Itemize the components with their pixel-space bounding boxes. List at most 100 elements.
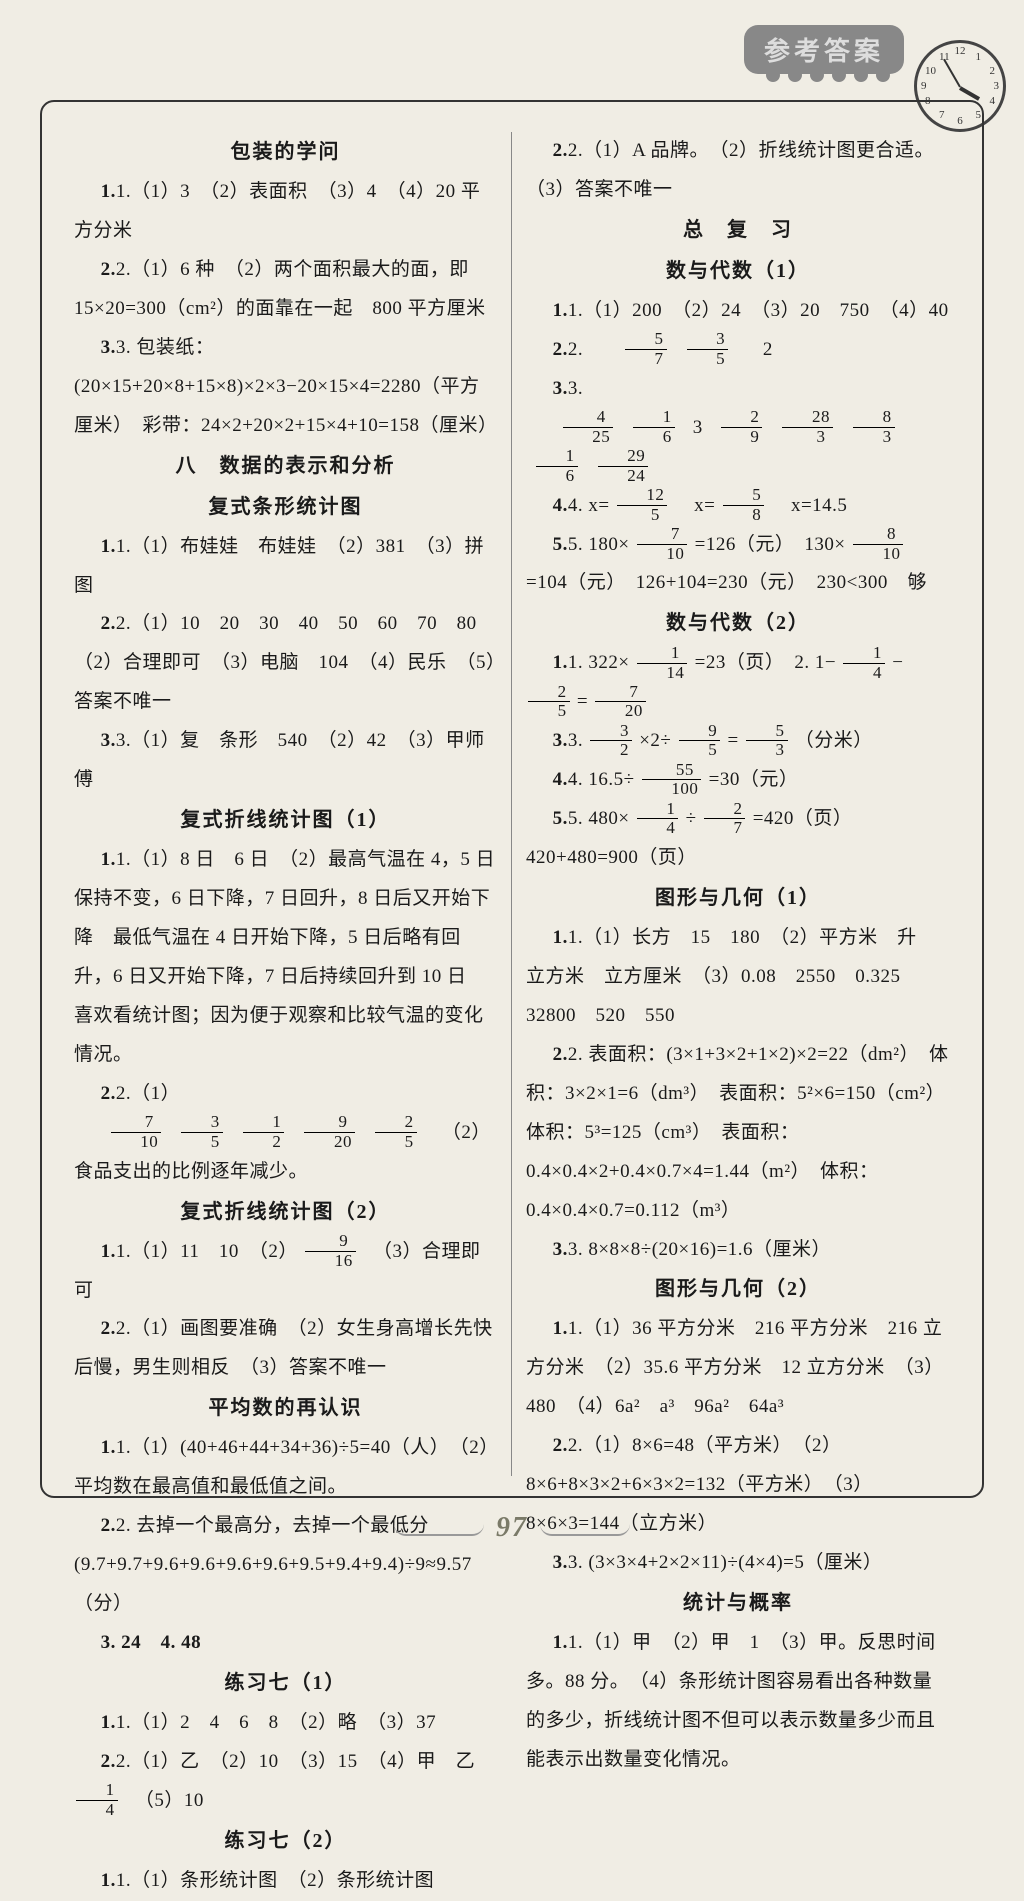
fraction: 16	[633, 408, 675, 446]
answer-line: 2.2.（1）画图要准确 （2）女生身高增长先快后慢，男生则相反 （3）答案不唯…	[74, 1310, 497, 1388]
answer-line: 3.3. (3×3×4+2×2×11)÷(4×4)=5（厘米）	[526, 1544, 950, 1583]
fraction: 55100	[642, 761, 702, 799]
fraction: 710	[111, 1113, 162, 1151]
chapter-title: 总 复 习	[526, 210, 950, 251]
answer-line: 3.3. 4251632928383162924	[526, 370, 950, 487]
page-frame: 包装的学问 1.1.（1）3 （2）表面积 （3）4 （4）20 平方分米 2.…	[40, 100, 984, 1498]
text: =104（元） 126+104=230（元） 230<300 够	[526, 572, 927, 593]
text: 3. 8×8×8÷(20×16)=1.6（厘米）	[568, 1239, 831, 1260]
section-title: 包装的学问	[74, 132, 497, 173]
section-title: 图形与几何（1）	[526, 878, 950, 919]
section-title: 数与代数（2）	[526, 603, 950, 644]
answer-line: 2.2.（1） 710351292025 （2）食品支出的比例逐年减少。	[74, 1075, 497, 1192]
section-title: 复式折线统计图（2）	[74, 1192, 497, 1233]
fraction: 425	[563, 408, 614, 446]
fraction: 95	[679, 722, 721, 760]
answer-line: 3.3.（1）复 条形 540 （2）42 （3）甲师傅	[74, 722, 497, 800]
section-title: 统计与概率	[526, 1583, 950, 1624]
answer-line: 3. 24 4. 48	[74, 1624, 497, 1663]
text: 5. 480×	[568, 808, 630, 829]
text: 1.（1）8 日 6 日 （2）最高气温在 4，5 日保持不变，6 日下降，7 …	[74, 849, 495, 1065]
answer-line: 2.2.（1）乙 （2）10 （3）15 （4）甲 乙 14 （5）10	[74, 1743, 497, 1821]
fraction: 14	[76, 1781, 118, 1819]
section-title: 复式条形统计图	[74, 487, 497, 528]
fraction: 58	[723, 486, 765, 524]
text: 4. x=	[568, 495, 610, 516]
fraction: 114	[637, 644, 688, 682]
fraction: 57	[625, 330, 667, 368]
text: 2.（1）6 种 （2）两个面积最大的面，即15×20=300（cm²）的面靠在…	[74, 259, 486, 319]
section-title: 复式折线统计图（1）	[74, 800, 497, 841]
answer-line: 2.2.（1）10 20 30 40 50 60 70 80 （2）合理即可 （…	[74, 605, 497, 722]
answer-line: 2.2.（1）6 种 （2）两个面积最大的面，即15×20=300（cm²）的面…	[74, 251, 497, 329]
fraction: 12	[243, 1113, 285, 1151]
text: 1.（1）长方 15 180 （2）平方米 升 立方米 立方厘米 （3）0.08…	[526, 927, 936, 1026]
answer-line: 3.3. 8×8×8÷(20×16)=1.6（厘米）	[526, 1231, 950, 1270]
text: =23（页） 2. 1−	[695, 652, 836, 673]
fraction: 29	[721, 408, 763, 446]
section-title: 练习七（2）	[74, 1821, 497, 1862]
text: 5. 180×	[568, 534, 630, 555]
fraction: 14	[843, 644, 885, 682]
text: x=14.5	[771, 495, 847, 516]
fraction: 53	[746, 722, 788, 760]
fraction: 720	[595, 683, 646, 721]
text: 4. 16.5÷	[568, 769, 635, 790]
fraction: 920	[304, 1113, 355, 1151]
fraction: 2924	[598, 447, 649, 485]
fraction-list: 4251632928383162924	[526, 409, 950, 487]
text: x=	[675, 495, 716, 516]
text: 1.（1）2 4 6 8 （2）略 （3）37	[116, 1712, 436, 1733]
section-title: 数与代数（1）	[526, 251, 950, 292]
fraction: 32	[590, 722, 632, 760]
answer-line: 1.1.（1）36 平方分米 216 平方分米 216 立方分米 （2）35.6…	[526, 1310, 950, 1427]
text: 1.（1）布娃娃 布娃娃 （2）381 （3）拼图	[74, 536, 484, 596]
right-column: 2.2.（1）A 品牌。 （2）折线统计图更合适。 （3）答案不唯一 总 复 习…	[512, 132, 964, 1476]
text: （分米）	[795, 730, 873, 751]
text: −	[892, 652, 903, 673]
text: 1. 322×	[568, 652, 630, 673]
chapter-title: 八 数据的表示和分析	[74, 446, 497, 487]
answer-line: 1.1.（1）8 日 6 日 （2）最高气温在 4，5 日保持不变，6 日下降，…	[74, 841, 497, 1075]
fraction-list: 710351292025	[74, 1114, 427, 1153]
text: 1.（1）200 （2）24 （3）20 750 （4）40	[568, 300, 949, 321]
header-stamp: 参考答案	[744, 25, 904, 74]
text: 2. 表面积：(3×1+3×2+1×2)×2=22（dm²） 体积：3×2×1=…	[526, 1044, 955, 1221]
fraction: 16	[536, 447, 578, 485]
text: 1.（1）36 平方分米 216 平方分米 216 立方分米 （2）35.6 平…	[526, 1318, 944, 1417]
answer-line: 5.5. 480× 14 ÷ 27 =420（页） 420+480=900（页）	[526, 800, 950, 878]
fraction: 83	[853, 408, 895, 446]
answer-line: 1.1.（1）2 4 6 8 （2）略 （3）37	[74, 1704, 497, 1743]
answer-line: 1.1.（1）3 （2）表面积 （3）4 （4）20 平方分米	[74, 173, 497, 251]
text: 1.（1）3 （2）表面积 （3）4 （4）20 平方分米	[74, 181, 480, 241]
fraction: 810	[853, 525, 904, 563]
text: 1.（1）甲 （2）甲 1 （3）甲。反思时间多。88 分。 （4）条形统计图容…	[526, 1632, 936, 1770]
text: =	[727, 730, 738, 751]
text: 3.	[568, 730, 589, 751]
fraction-list: 5735	[588, 331, 738, 370]
fraction: 916	[305, 1232, 356, 1270]
fraction: 283	[782, 408, 833, 446]
text: 2.（1）10 20 30 40 50 60 70 80 （2）合理即可 （3）…	[74, 613, 496, 712]
section-title: 平均数的再认识	[74, 1388, 497, 1429]
answer-line: 2.2. 5735 2	[526, 331, 950, 370]
answer-line: 1.1.（1）200 （2）24 （3）20 750 （4）40	[526, 292, 950, 331]
text: =	[577, 691, 588, 712]
answer-line: 1.1.（1）条形统计图 （2）条形统计图	[74, 1862, 497, 1901]
section-title: 练习七（1）	[74, 1663, 497, 1704]
text: ×2÷	[639, 730, 671, 751]
fraction: 25	[375, 1113, 417, 1151]
text: 3. (3×3×4+2×2×11)÷(4×4)=5（厘米）	[568, 1552, 883, 1573]
answer-line: 4.4. x= 125 x= 58 x=14.5	[526, 487, 950, 526]
text: 1.（1）11 10 （2）	[116, 1241, 298, 1262]
answer-line: 1.1.（1）11 10 （2） 916 （3）合理即可	[74, 1233, 497, 1311]
fraction: 25	[528, 683, 570, 721]
text: 3. 包装纸：(20×15+20×8+15×8)×2×3−20×15×4=228…	[74, 337, 498, 436]
text: 3.（1）复 条形 540 （2）42 （3）甲师傅	[74, 730, 485, 790]
answer-line: 4.4. 16.5÷ 55100 =30（元）	[526, 761, 950, 800]
text: 2.（1）画图要准确 （2）女生身高增长先快后慢，男生则相反 （3）答案不唯一	[74, 1318, 493, 1378]
text: 1.（1）条形统计图 （2）条形统计图	[116, 1870, 434, 1891]
text: 2.	[568, 339, 589, 360]
text: 2.（1）	[116, 1083, 180, 1104]
section-title: 图形与几何（2）	[526, 1269, 950, 1310]
